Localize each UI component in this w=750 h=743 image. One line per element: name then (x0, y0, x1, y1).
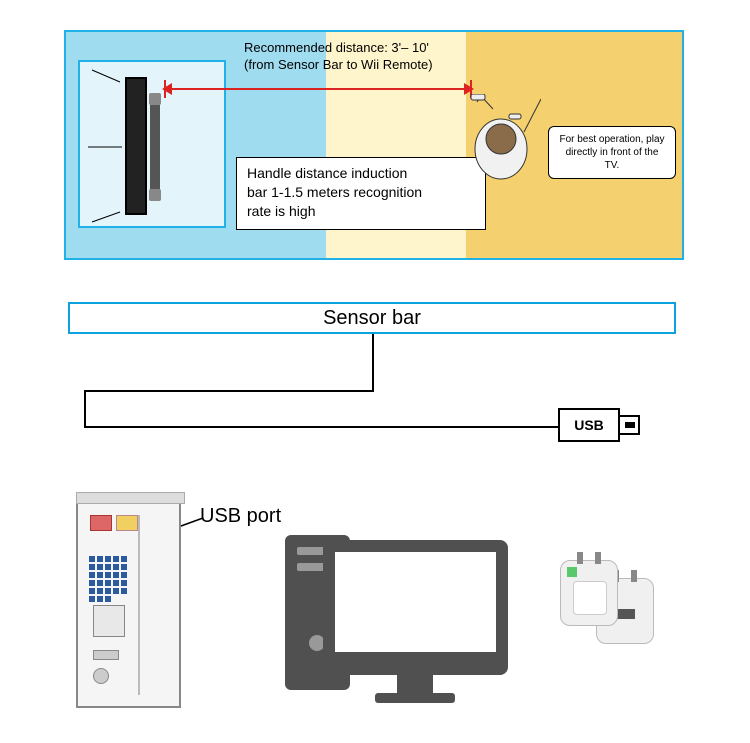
info-line2: bar 1-1.5 meters recognition (247, 183, 475, 202)
cable-horz-1 (84, 390, 374, 392)
usb-connector: USB (558, 408, 620, 442)
recom-line2: (from Sensor Bar to Wii Remote) (244, 57, 433, 74)
recommended-distance-text: Recommended distance: 3'– 10' (from Sens… (244, 40, 433, 74)
info-line3: rate is high (247, 202, 475, 221)
sensor-bar-block: Sensor bar (68, 302, 676, 334)
player-icon (461, 94, 541, 189)
cable-vert-1 (372, 334, 374, 390)
usb-port-label: USB port (200, 505, 281, 528)
wall-adapter-icon (560, 560, 618, 626)
distance-diagram-panel: Recommended distance: 3'– 10' (from Sens… (64, 30, 684, 260)
recom-line1: Recommended distance: 3'– 10' (244, 40, 433, 57)
induction-info-box: Handle distance induction bar 1-1.5 mete… (236, 157, 486, 230)
cable-horz-2 (84, 426, 558, 428)
best-operation-callout: For best operation, play directly in fro… (548, 126, 676, 179)
tv-zone-box (78, 60, 226, 228)
callout-text: For best operation, play directly in fro… (559, 134, 664, 171)
usb-label: USB (574, 417, 604, 433)
cable-vert-2 (84, 390, 86, 428)
wii-console-icon (76, 498, 181, 708)
info-line1: Handle distance induction (247, 164, 475, 183)
distance-arrow (164, 88, 472, 90)
sensor-bar-label: Sensor bar (323, 307, 421, 329)
vent-grid-icon (88, 555, 133, 590)
usb-hole-icon (625, 422, 635, 428)
